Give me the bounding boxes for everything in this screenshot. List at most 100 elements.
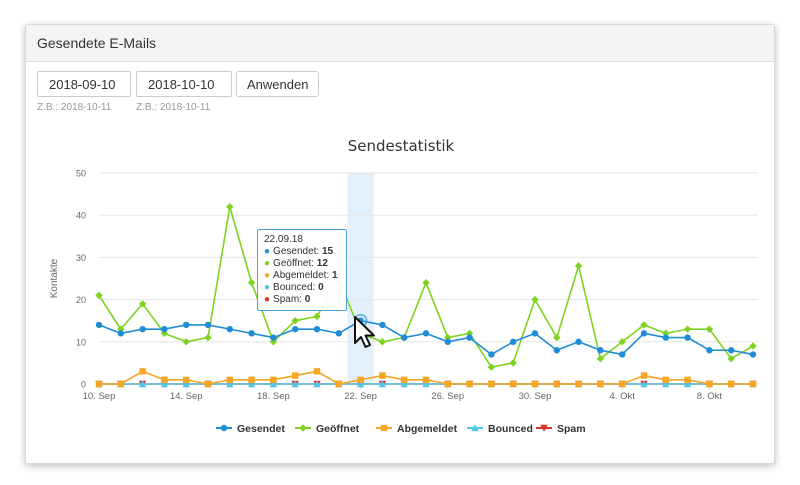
data-point-geoeffnet xyxy=(247,279,256,287)
tooltip-row: ● Abgemeldet: 1 xyxy=(264,270,340,282)
legend-label: Bounced xyxy=(488,423,533,435)
x-tick-label: 22. Sep xyxy=(344,391,377,402)
data-point-abgemeldet xyxy=(706,380,713,388)
data-point-geoeffnet xyxy=(531,295,539,304)
tooltip-value: 0 xyxy=(318,282,324,293)
data-point-abgemeldet xyxy=(749,380,757,388)
data-point-abgemeldet xyxy=(117,380,124,388)
series-line-gesendet xyxy=(98,319,754,356)
data-point-geoeffnet xyxy=(574,262,583,270)
panel-header: Gesendete E-Mails xyxy=(26,25,774,62)
legend-marker-abgemeldet xyxy=(380,424,388,432)
data-point-bounced xyxy=(356,380,365,388)
data-point-gesendet xyxy=(553,347,560,354)
data-point-abgemeldet xyxy=(95,380,103,388)
data-point-gesendet xyxy=(684,334,691,341)
tooltip-dot-icon: ● xyxy=(264,294,271,305)
data-point-bounced xyxy=(269,380,278,388)
data-point-gesendet xyxy=(444,338,451,345)
tooltip-label: Spam: xyxy=(273,294,302,305)
tooltip-value: 15 xyxy=(321,246,334,257)
data-point-abgemeldet xyxy=(248,376,255,383)
data-point-geoeffnet xyxy=(291,317,299,325)
data-point-geoeffnet xyxy=(138,300,147,308)
data-point-geoeffnet xyxy=(204,333,212,342)
data-point-abgemeldet xyxy=(510,380,517,388)
data-point-abgemeldet xyxy=(597,380,604,388)
data-point-gesendet xyxy=(640,330,648,337)
data-point-gesendet xyxy=(226,325,233,333)
data-point-abgemeldet xyxy=(226,376,233,383)
data-point-bounced xyxy=(247,380,256,388)
apply-button[interactable]: Anwenden xyxy=(236,71,320,97)
y-tick-label: 10 xyxy=(76,337,86,347)
hover-highlight-band xyxy=(347,173,374,384)
x-tick-label: 4. Okt xyxy=(610,391,636,402)
data-point-geoeffnet xyxy=(705,325,714,333)
data-point-gesendet xyxy=(575,338,582,345)
x-tick-label: 30. Sep xyxy=(519,391,552,402)
legend-marker-gesendet xyxy=(220,424,228,432)
tooltip-row: ● Spam: 0 xyxy=(264,294,340,306)
tooltip-value: 0 xyxy=(304,294,311,305)
data-point-geoeffnet xyxy=(509,359,517,367)
tooltip-date: 22.09.18 xyxy=(264,234,303,245)
from-date-input[interactable] xyxy=(37,71,131,97)
legend-label: Spam xyxy=(557,423,586,435)
data-point-geoeffnet xyxy=(487,363,496,371)
legend-marker-spam xyxy=(540,424,548,432)
data-point-bounced xyxy=(400,380,408,388)
data-point-bounced xyxy=(160,380,169,388)
data-point-gesendet xyxy=(117,330,125,337)
data-point-geoeffnet xyxy=(683,325,692,333)
legend-label: Geöffnet xyxy=(316,423,360,435)
data-point-abgemeldet xyxy=(662,376,669,383)
legend-label: Gesendet xyxy=(237,423,285,435)
data-point-geoeffnet xyxy=(749,342,757,350)
data-point-gesendet xyxy=(466,334,473,341)
tooltip-row: ● Gesendet: 15 xyxy=(264,246,340,258)
data-point-abgemeldet xyxy=(728,380,735,388)
data-point-gesendet xyxy=(488,351,495,358)
data-point-gesendet xyxy=(531,330,539,337)
data-point-abgemeldet xyxy=(204,380,212,388)
data-point-gesendet xyxy=(95,321,103,329)
data-point-gesendet xyxy=(662,334,669,341)
chart-title: Sendestatistik xyxy=(348,137,455,155)
tooltip-row: ● Geöffnet: 12 xyxy=(264,258,340,270)
data-point-gesendet xyxy=(597,347,604,354)
y-tick-label: 20 xyxy=(76,295,86,305)
data-point-abgemeldet xyxy=(139,368,146,375)
x-tick-label: 10. Sep xyxy=(83,391,116,402)
data-point-gesendet xyxy=(161,325,168,333)
tooltip-label: Gesendet: xyxy=(273,246,320,257)
to-date-hint: Z.B.: 2018-10-11 xyxy=(136,102,211,113)
data-point-bounced xyxy=(313,380,321,388)
data-point-bounced xyxy=(182,380,190,388)
data-point-geoeffnet xyxy=(553,333,561,342)
data-point-geoeffnet xyxy=(226,203,234,211)
data-point-abgemeldet xyxy=(270,376,277,383)
y-tick-label: 0 xyxy=(81,380,86,390)
data-point-abgemeldet xyxy=(466,380,473,388)
data-point-gesendet xyxy=(728,347,735,354)
data-point-bounced xyxy=(138,380,147,388)
data-point-gesendet xyxy=(401,334,408,341)
data-point-gesendet xyxy=(379,321,386,329)
data-point-bounced xyxy=(226,380,234,388)
data-point-gesendet xyxy=(619,351,626,358)
data-point-abgemeldet xyxy=(401,376,408,383)
y-tick-label: 30 xyxy=(76,253,86,263)
data-point-geoeffnet xyxy=(313,312,321,321)
data-point-geoeffnet xyxy=(95,291,103,300)
data-point-gesendet xyxy=(270,334,277,341)
data-point-bounced xyxy=(422,380,430,388)
data-point-abgemeldet xyxy=(553,380,560,388)
data-point-bounced xyxy=(662,380,670,388)
from-date-hint: Z.B.: 2018-10-11 xyxy=(37,102,112,113)
panel-title: Gesendete E-Mails xyxy=(37,35,157,51)
to-date-input[interactable] xyxy=(136,71,232,97)
data-point-abgemeldet xyxy=(183,376,190,383)
data-point-abgemeldet xyxy=(161,376,168,383)
data-point-abgemeldet xyxy=(335,380,342,388)
